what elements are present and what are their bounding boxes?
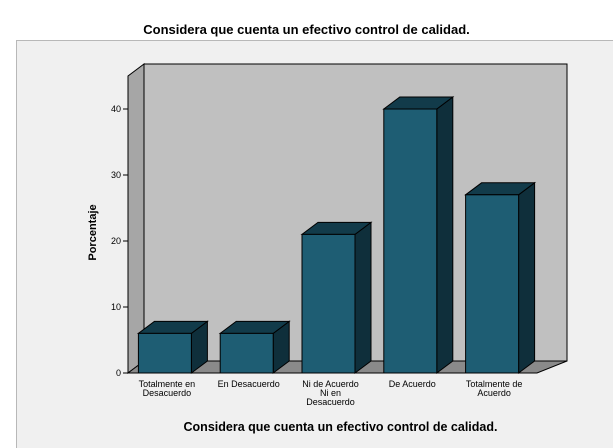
x-tick-label: Totalmente de Acuerdo	[466, 379, 523, 398]
left-wall	[127, 63, 145, 374]
x-tick-label: En Desacuerdo	[218, 379, 280, 389]
y-tick-label: 40	[111, 104, 121, 114]
bar	[464, 181, 537, 375]
page-title: Considera que cuenta un efectivo control…	[143, 22, 470, 37]
bar-front	[383, 108, 438, 374]
bar-side	[436, 96, 454, 374]
bar-front	[301, 233, 356, 374]
bar	[300, 221, 373, 374]
bar-side	[518, 181, 536, 375]
bar-side	[354, 221, 372, 374]
x-tick-label: Ni de Acuerdo Ni en Desacuerdo	[302, 379, 359, 407]
x-tick-label: De Acuerdo	[389, 379, 436, 389]
x-tick-label: Totalmente en Desacuerdo	[139, 379, 196, 398]
bar-front	[137, 332, 192, 374]
y-tick-label: 20	[111, 236, 121, 246]
bar-chart: 0 10 20 30 40 Totalmente en Desacuerdo En Desa…	[87, 63, 568, 434]
y-axis-label: Porcentaje	[87, 204, 99, 260]
bar	[136, 320, 209, 374]
y-tick-label: 30	[111, 170, 121, 180]
x-axis-label: Considera que cuenta un efectivo control…	[184, 420, 498, 434]
bar	[382, 96, 455, 374]
y-tick-label: 0	[116, 368, 121, 378]
y-tick-label: 10	[111, 302, 121, 312]
bar-front	[219, 332, 274, 374]
bar	[218, 320, 291, 374]
bar-front	[465, 194, 520, 374]
chart-frame: 0 10 20 30 40 Totalmente en Desacuerdo En Desa…	[16, 40, 613, 448]
